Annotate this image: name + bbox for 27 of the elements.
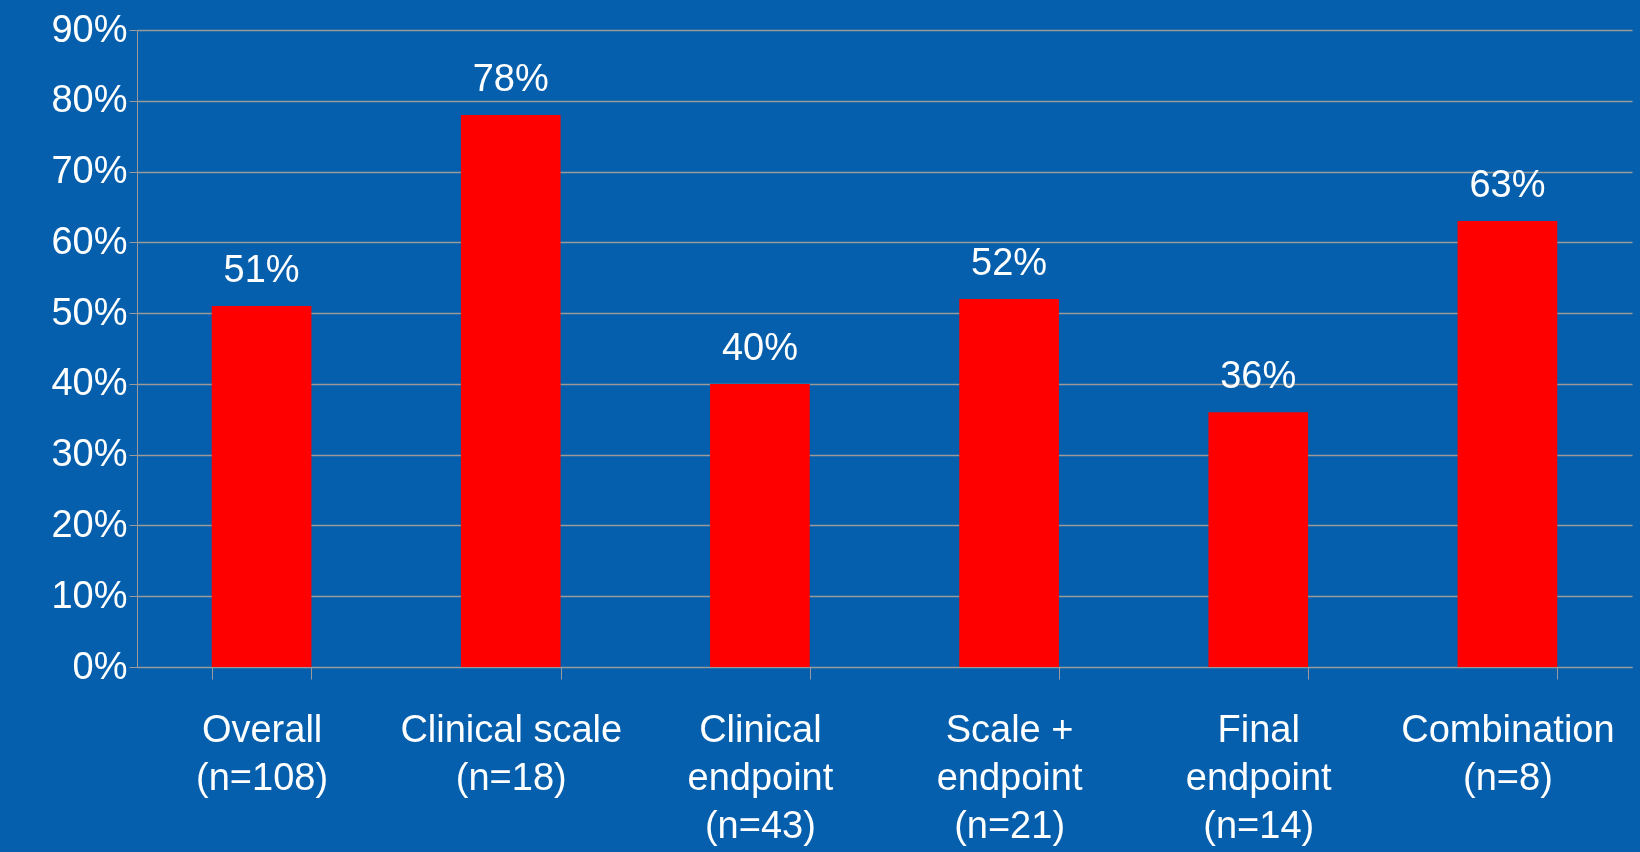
y-tick-label: 20% — [51, 502, 128, 545]
data-label: 78% — [472, 56, 549, 99]
y-tick-label: 40% — [51, 361, 128, 404]
bar — [460, 114, 561, 667]
bar — [1457, 221, 1558, 667]
x-tick-label: Clinical endpoint (n=43) — [687, 707, 834, 846]
x-tick-label: Overall (n=108) — [196, 707, 329, 798]
data-label: 51% — [223, 248, 300, 291]
y-tick-label: 30% — [51, 432, 128, 475]
y-tick-label: 0% — [72, 644, 128, 687]
x-tick-label: Combination (n=8) — [1401, 707, 1615, 798]
y-tick-label: 60% — [51, 219, 128, 262]
bar — [710, 383, 810, 667]
y-tick-label: 10% — [51, 573, 128, 616]
data-label: 63% — [1469, 163, 1546, 206]
x-tick-label: Clinical scale (n=18) — [400, 707, 623, 798]
y-tick-label: 50% — [51, 290, 128, 333]
data-label: 52% — [971, 240, 1048, 283]
bar — [1208, 412, 1309, 667]
bar — [211, 306, 312, 667]
x-tick-label: Final endpoint (n=14) — [1185, 707, 1333, 846]
y-tick-label: 70% — [51, 149, 128, 192]
y-tick-label: 80% — [51, 78, 128, 121]
x-tick-label: Scale + endpoint (n=21) — [936, 707, 1083, 846]
data-label: 40% — [721, 325, 798, 368]
bar — [959, 298, 1059, 667]
y-tick-label: 90% — [51, 7, 128, 50]
